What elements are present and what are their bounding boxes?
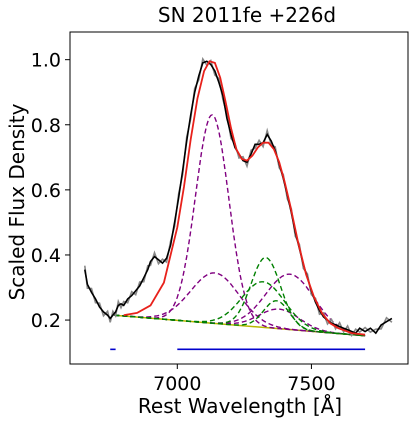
observed-spectrum-raw <box>84 56 393 338</box>
plot-area <box>84 56 393 351</box>
x-tick-label: 7000 <box>153 373 201 395</box>
gaussian-component-7 <box>114 300 366 337</box>
y-tick-label: 0.4 <box>31 245 61 267</box>
y-tick-label: 0.6 <box>31 180 61 202</box>
y-tick-label: 0.2 <box>31 310 61 332</box>
plot-frame <box>69 31 409 365</box>
total-fit-line <box>123 60 366 336</box>
y-axis-label: Scaled Flux Density <box>5 103 29 300</box>
y-tick-label: 1.0 <box>31 50 61 72</box>
x-axis-label: Rest Wavelength [Å] <box>138 394 342 418</box>
chart-title: SN 2011fe +226d <box>158 3 336 27</box>
x-axis: 7000 7500 <box>153 364 336 395</box>
y-tick-label: 0.8 <box>31 115 61 137</box>
x-tick-label: 7500 <box>287 373 335 395</box>
gaussian-component-2 <box>114 272 366 337</box>
y-axis: 0.2 0.4 0.6 0.8 1.0 <box>31 50 70 332</box>
gaussian-component-6 <box>114 281 366 337</box>
gaussian-component-1 <box>114 114 366 337</box>
